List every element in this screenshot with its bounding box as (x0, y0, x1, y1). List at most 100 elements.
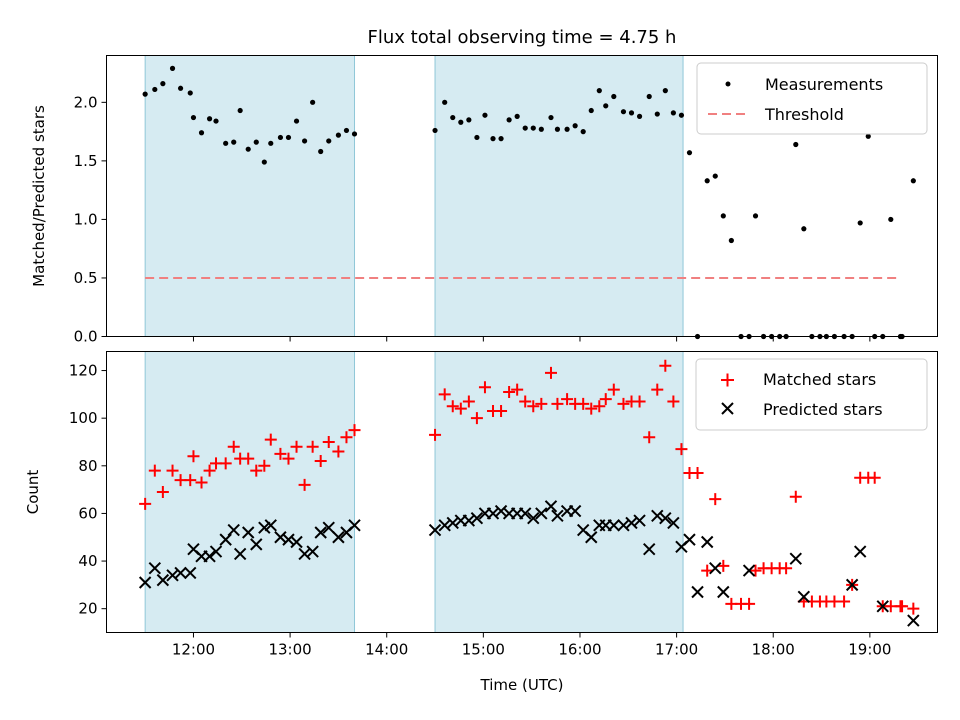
y-axis-ticks: 0.0 0.5 1.0 1.5 2.0 (74, 93, 107, 346)
matched-marker (709, 493, 722, 506)
matched-marker (446, 400, 459, 413)
matched-marker (203, 464, 216, 477)
measurement-point (343, 127, 350, 134)
legend-label-threshold: Threshold (764, 105, 844, 124)
y-tick-label: 100 (69, 409, 98, 427)
matched-marker (348, 424, 361, 437)
predicted-marker (274, 531, 287, 544)
measurement-point (506, 117, 512, 123)
predicted-marker (494, 504, 508, 518)
measurement-point (198, 130, 205, 136)
predicted-marker (348, 519, 361, 532)
matched-marker (148, 464, 161, 477)
measurement-point (206, 116, 213, 122)
measurement-point (611, 93, 617, 100)
measurement-point (482, 112, 488, 118)
x-axis-ticks: 12:00 13:00 14:00 15:00 16:00 17:00 18:00 19:00 (172, 632, 891, 659)
x-axis-label: Time (UTC) (480, 676, 564, 694)
measurement-point (728, 237, 734, 244)
predicted-points (138, 500, 920, 627)
measurement-point (223, 140, 229, 146)
predicted-marker (717, 585, 730, 599)
predicted-marker (446, 516, 459, 530)
shaded-interval (434, 55, 684, 337)
measurement-point (142, 91, 148, 97)
matched-marker (470, 412, 483, 425)
measurement-point (301, 138, 308, 144)
matched-marker (274, 447, 287, 460)
measurement-point (801, 226, 807, 232)
measurement-point (514, 113, 520, 119)
predicted-marker (853, 545, 867, 558)
matched-marker (429, 428, 442, 441)
matched-marker (290, 440, 303, 453)
matched-marker (511, 383, 524, 396)
panel-counts: 20 40 60 80 100 120 12:00 13:00 14:00 15:00 16:00… (24, 351, 938, 694)
matched-marker (322, 435, 335, 448)
measurement-point (530, 125, 536, 131)
matched-marker (306, 440, 319, 453)
predicted-marker (138, 576, 152, 589)
y-axis-label: Count (24, 470, 42, 515)
measurement-point (190, 114, 197, 121)
predicted-marker (651, 509, 664, 523)
measurement-point (245, 146, 251, 152)
matched-marker (258, 459, 271, 472)
predicted-marker (332, 531, 345, 544)
y-tick-label: 0.0 (74, 328, 98, 346)
measurement-point (554, 126, 561, 132)
measurement-point (793, 141, 799, 148)
measurement-point (636, 113, 643, 119)
measurement-point (277, 134, 284, 141)
measurement-point (910, 178, 916, 184)
measurement-point (285, 134, 292, 141)
legend-marker-measurements (725, 81, 731, 87)
predicted-marker (551, 509, 564, 523)
y-tick-label: 60 (78, 504, 97, 522)
matched-marker (478, 381, 491, 394)
predicted-marker (233, 547, 247, 561)
matched-marker (717, 559, 730, 572)
legend-label-measurements: Measurements (765, 75, 883, 94)
matched-points (139, 359, 920, 615)
measurement-point (335, 132, 342, 138)
predicted-marker (876, 600, 889, 613)
measurement-point (160, 81, 166, 87)
measurement-point (712, 173, 718, 179)
predicted-marker (156, 573, 170, 587)
measurement-point (888, 216, 894, 223)
predicted-marker (544, 500, 558, 513)
matched-marker (749, 564, 762, 577)
measurement-point (458, 119, 464, 125)
legend-marker-predicted (721, 402, 734, 415)
measurement-point (686, 150, 693, 156)
measurement-point (351, 131, 358, 137)
x-tick-label: 15:00 (462, 641, 505, 659)
matched-marker (503, 385, 516, 398)
matched-marker (519, 395, 532, 408)
measurement-point (213, 118, 219, 124)
predicted-marker (174, 566, 187, 580)
predicted-marker (789, 552, 802, 565)
matched-marker (462, 395, 475, 408)
predicted-marker (219, 533, 232, 546)
measurement-point (548, 114, 554, 121)
measurement-points (142, 65, 916, 340)
y-tick-label: 20 (78, 600, 97, 618)
predicted-marker (617, 519, 630, 532)
measurement-point (293, 118, 300, 124)
predicted-marker (298, 547, 311, 561)
predicted-marker (568, 504, 582, 518)
measurement-point (522, 125, 528, 131)
legend-label-predicted: Predicted stars (763, 400, 883, 419)
matched-marker (187, 450, 200, 463)
predicted-marker (209, 545, 223, 558)
predicted-marker (585, 531, 598, 544)
predicted-marker (470, 511, 484, 525)
predicted-marker (643, 542, 656, 556)
legend-label-matched: Matched stars (763, 370, 876, 389)
matched-marker (780, 562, 793, 575)
measurement-point (678, 112, 685, 118)
y-tick-label: 2.0 (74, 93, 98, 111)
legend: Matched stars Predicted stars (695, 358, 928, 431)
